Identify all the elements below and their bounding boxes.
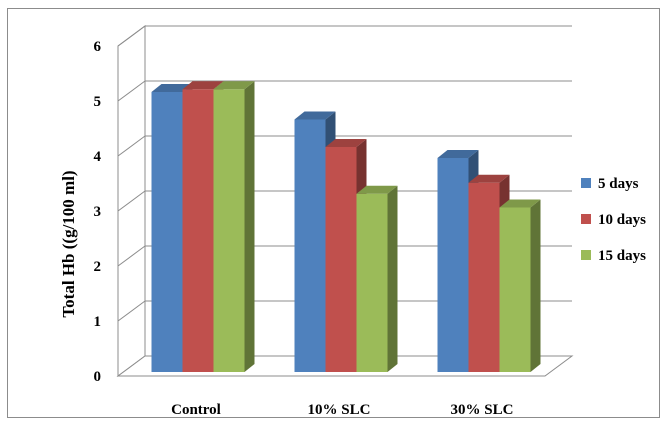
- bar-front: [325, 147, 357, 372]
- bar-top: [325, 139, 367, 147]
- y-tick-label: 0: [94, 369, 102, 385]
- gridline-side: [117, 135, 146, 157]
- bar-front: [213, 89, 245, 372]
- bar-side: [387, 185, 398, 372]
- y-tick-label: 4: [94, 149, 102, 165]
- y-tick-label: 6: [94, 39, 102, 55]
- legend-swatch: [581, 250, 591, 260]
- bar-front: [356, 193, 388, 372]
- gridline-side: [117, 245, 146, 267]
- y-tick-label: 3: [94, 204, 102, 220]
- legend: 5 days 10 days 15 days: [581, 176, 646, 264]
- bar-top: [213, 81, 255, 90]
- bar-top: [468, 174, 510, 183]
- x-category-labels: Control 10% SLC 30% SLC: [171, 402, 513, 418]
- bar-front: [151, 92, 183, 372]
- bar-top: [294, 111, 336, 120]
- gridline-side: [117, 80, 146, 102]
- y-axis-label: Total Hb ((g/100 ml): [59, 170, 78, 317]
- gridline-side: [117, 25, 146, 47]
- bar-top: [499, 199, 541, 208]
- gridline-side: [117, 300, 146, 322]
- legend-swatch: [581, 214, 591, 224]
- bar-front: [437, 158, 469, 372]
- y-tick-label: 2: [94, 259, 102, 275]
- gridline-side: [117, 190, 146, 212]
- legend-label: 10 days: [598, 212, 646, 228]
- x-category-label: Control: [171, 402, 221, 418]
- legend-label: 5 days: [598, 176, 639, 192]
- bar-top: [437, 150, 479, 158]
- legend-swatch: [581, 178, 591, 188]
- y-tick-labels: 0 1 2 3 4 5 6: [94, 39, 102, 385]
- bar-15-days-10-SLC: [356, 185, 398, 372]
- y-tick-label: 1: [94, 314, 102, 330]
- bar-top: [356, 185, 398, 194]
- bar-top: [182, 81, 224, 90]
- bar-front: [468, 182, 500, 372]
- bar-front: [294, 119, 326, 372]
- bar-front: [499, 207, 531, 372]
- bar-top: [151, 84, 193, 92]
- bar-side: [530, 199, 541, 372]
- bar-15-days-30-SLC: [499, 199, 541, 372]
- bars: [151, 81, 541, 372]
- bar-side: [244, 81, 255, 372]
- bar-front: [182, 89, 214, 372]
- x-category-label: 30% SLC: [451, 402, 514, 418]
- x-category-label: 10% SLC: [308, 402, 371, 418]
- y-tick-label: 5: [94, 94, 102, 110]
- bar-15-days-Control: [213, 81, 255, 372]
- legend-label: 15 days: [598, 248, 646, 264]
